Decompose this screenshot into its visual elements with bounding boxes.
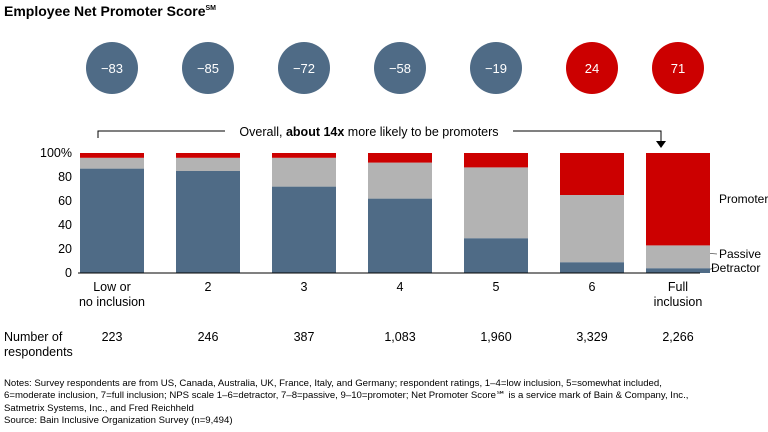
bar-segment-promoter <box>368 153 432 163</box>
nps-circle <box>374 42 426 94</box>
bar-segment-detractor <box>368 198 432 273</box>
bar-segment-passive <box>560 195 624 263</box>
bar-segment-passive <box>176 157 240 171</box>
x-tick-label: 3 <box>301 280 308 294</box>
notes: Notes: Survey respondents are from US, C… <box>4 378 766 428</box>
x-tick-label: no inclusion <box>79 295 145 309</box>
nps-circle <box>470 42 522 94</box>
respondent-count: 1,960 <box>480 330 511 344</box>
notes-line: Notes: Survey respondents are from US, C… <box>4 378 662 389</box>
x-tick-label: inclusion <box>654 295 703 309</box>
bar-segment-detractor <box>272 186 336 273</box>
nps-value: −19 <box>485 61 507 76</box>
bar-segment-detractor <box>464 238 528 273</box>
nps-circles: −83 −85 −72 −58 −19 24 71 <box>86 42 704 94</box>
y-axis: 0 20 40 60 80 100% <box>40 146 72 280</box>
bar-segment-detractor <box>176 171 240 273</box>
y-tick-label: 40 <box>58 218 72 232</box>
y-tick-label: 60 <box>58 194 72 208</box>
bar-segment-passive <box>646 245 710 269</box>
respondent-count: 223 <box>102 330 123 344</box>
respondents-label-line-2: respondents <box>4 345 73 359</box>
bar-segment-passive <box>272 157 336 187</box>
bar-segment-passive <box>80 157 144 169</box>
nps-circle <box>278 42 330 94</box>
bar-segment-passive <box>464 167 528 239</box>
notes-line: 6=moderate inclusion, 7=full inclusion; … <box>4 390 689 402</box>
respondent-count: 246 <box>198 330 219 344</box>
promoter-annotation: Overall, about 14x more likely to be pro… <box>97 122 666 148</box>
stacked-bar-chart: −83 −85 −72 −58 −19 24 71 Overall, about 14x m… <box>4 42 768 359</box>
bar-segment-promoter <box>176 153 240 158</box>
nps-value: −72 <box>293 61 315 76</box>
nps-circle <box>652 42 704 94</box>
y-tick-label: 20 <box>58 242 72 256</box>
x-tick-label: Full <box>668 280 688 294</box>
leader-line-passive <box>709 253 718 255</box>
x-tick-label: Low or <box>93 280 131 294</box>
bar-segment-detractor <box>646 268 710 273</box>
series-label-detractor: Detractor <box>711 261 760 275</box>
respondent-count: 387 <box>294 330 315 344</box>
bar-segment-promoter <box>646 153 710 246</box>
nps-value: −83 <box>101 61 123 76</box>
nps-circle <box>566 42 618 94</box>
bar-segment-promoter <box>80 153 144 158</box>
bar-segment-promoter <box>464 153 528 168</box>
nps-circle <box>182 42 234 94</box>
nps-circle <box>86 42 138 94</box>
notes-line: Satmetrix Systems, Inc., and Fred Reichh… <box>4 402 194 414</box>
annotation-arrowhead <box>656 141 666 148</box>
bar-segment-promoter <box>560 153 624 195</box>
series-label-passive: Passive <box>719 247 761 261</box>
source-line: Source: Bain Inclusive Organization Surv… <box>4 415 233 427</box>
respondents-label: Number of respondents <box>4 330 73 359</box>
nps-value: 71 <box>671 61 685 76</box>
respondent-count: 1,083 <box>384 330 415 344</box>
x-tick-label: 4 <box>397 280 404 294</box>
bars <box>80 153 710 273</box>
leader-line-detractor <box>709 266 718 270</box>
nps-value: 24 <box>585 61 599 76</box>
series-label-promoter: Promoter <box>719 192 768 206</box>
respondent-count: 3,329 <box>576 330 607 344</box>
annotation-text-bg <box>225 122 513 140</box>
x-tick-label: 6 <box>589 280 596 294</box>
bar-segment-passive <box>368 162 432 199</box>
y-tick-label: 80 <box>58 170 72 184</box>
x-tick-label: 2 <box>205 280 212 294</box>
annotation-text: Overall, about 14x more likely to be pro… <box>239 125 498 139</box>
respondents-label-line-1: Number of <box>4 330 63 344</box>
bar-segment-detractor <box>80 168 144 273</box>
service-mark: SM <box>205 5 217 12</box>
y-tick-label: 100% <box>40 146 72 160</box>
bar-segment-detractor <box>560 262 624 273</box>
page-title: Employee Net Promoter ScoreSM <box>4 3 216 19</box>
nps-value: −58 <box>389 61 411 76</box>
respondent-counts: 223 246 387 1,083 1,960 3,329 2,266 <box>102 330 694 344</box>
nps-value: −85 <box>197 61 219 76</box>
y-tick-label: 0 <box>65 266 72 280</box>
title-text: Employee Net Promoter Score <box>4 3 206 19</box>
bar-segment-promoter <box>272 153 336 158</box>
x-tick-label: 5 <box>493 280 500 294</box>
respondent-count: 2,266 <box>662 330 693 344</box>
